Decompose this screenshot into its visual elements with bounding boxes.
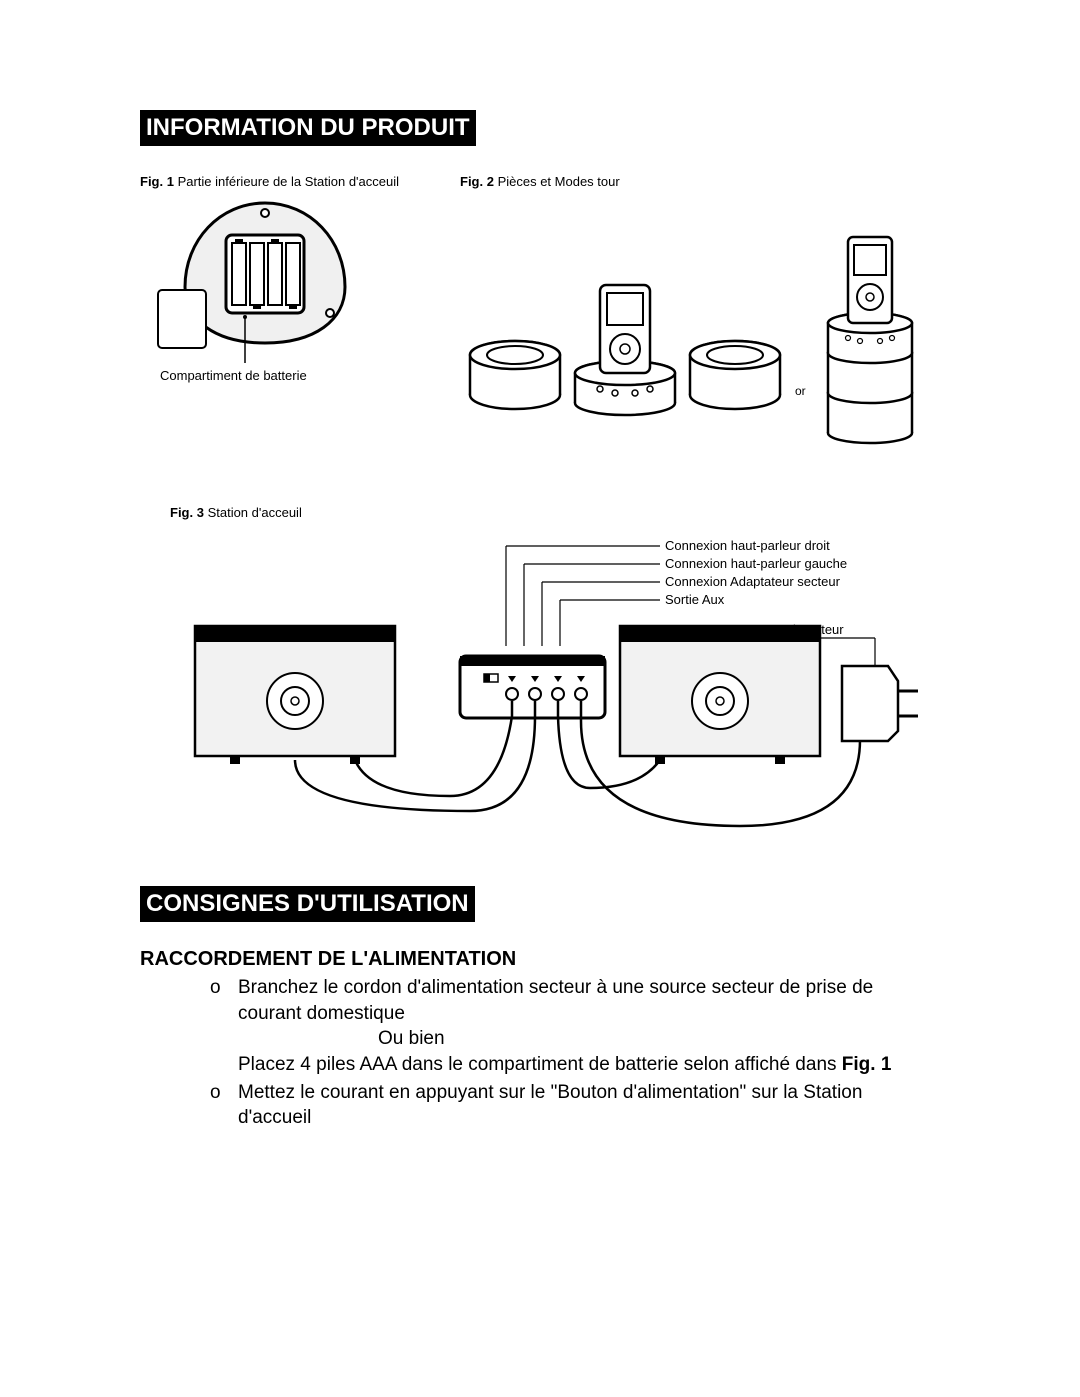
figure-3-callout-3: Connexion Adaptateur secteur — [665, 574, 841, 589]
figure-1-diagram: Compartiment de batterie — [140, 195, 390, 405]
instruction-text: Branchez le cordon d'alimentation secteu… — [238, 977, 873, 1024]
figure-1-callout: Compartiment de batterie — [160, 368, 307, 383]
bullet-icon: o — [210, 1080, 238, 1131]
instruction-list: o Branchez le cordon d'alimentation sect… — [210, 975, 940, 1131]
figure-3-label: Fig. 3 Station d'acceuil — [170, 505, 940, 520]
bullet-icon: o — [210, 975, 238, 1078]
figure-3: Fig. 3 Station d'acceuil Connexion haut-… — [140, 505, 940, 846]
section-heading-usage: CONSIGNES D'UTILISATION — [140, 886, 475, 922]
section-heading-product-info: INFORMATION DU PRODUIT — [140, 110, 476, 146]
figure-3-callout-2: Connexion haut-parleur gauche — [665, 556, 847, 571]
figure-3-callout-4: Sortie Aux — [665, 592, 725, 607]
figure-2-label: Fig. 2 Pièces et Modes tour — [460, 174, 940, 189]
list-item: o Branchez le cordon d'alimentation sect… — [210, 975, 940, 1078]
figure-3-diagram: Connexion haut-parleur droit Connexion h… — [140, 526, 940, 846]
figure-2-diagram: or — [460, 195, 940, 455]
instruction-text: Mettez le courant en appuyant sur le "Bo… — [238, 1080, 940, 1131]
figure-3-callout-5: Adaptateur — [780, 622, 844, 637]
power-connection-heading: RACCORDEMENT DE L'ALIMENTATION — [140, 948, 940, 971]
instruction-text: Placez 4 piles AAA dans le compartiment … — [238, 1054, 891, 1075]
figure-2-or-label: or — [795, 384, 806, 398]
list-item: o Mettez le courant en appuyant sur le "… — [210, 1080, 940, 1131]
figure-2: Fig. 2 Pièces et Modes tour — [460, 174, 940, 455]
figure-3-callout-1: Connexion haut-parleur droit — [665, 538, 830, 553]
figure-1-label: Fig. 1 Partie inférieure de la Station d… — [140, 174, 420, 189]
instruction-or: Ou bien — [378, 1026, 940, 1052]
figure-1: Fig. 1 Partie inférieure de la Station d… — [140, 174, 420, 405]
manual-page: INFORMATION DU PRODUIT Fig. 1 Partie inf… — [0, 0, 1080, 1193]
figures-top-row: Fig. 1 Partie inférieure de la Station d… — [140, 174, 940, 455]
